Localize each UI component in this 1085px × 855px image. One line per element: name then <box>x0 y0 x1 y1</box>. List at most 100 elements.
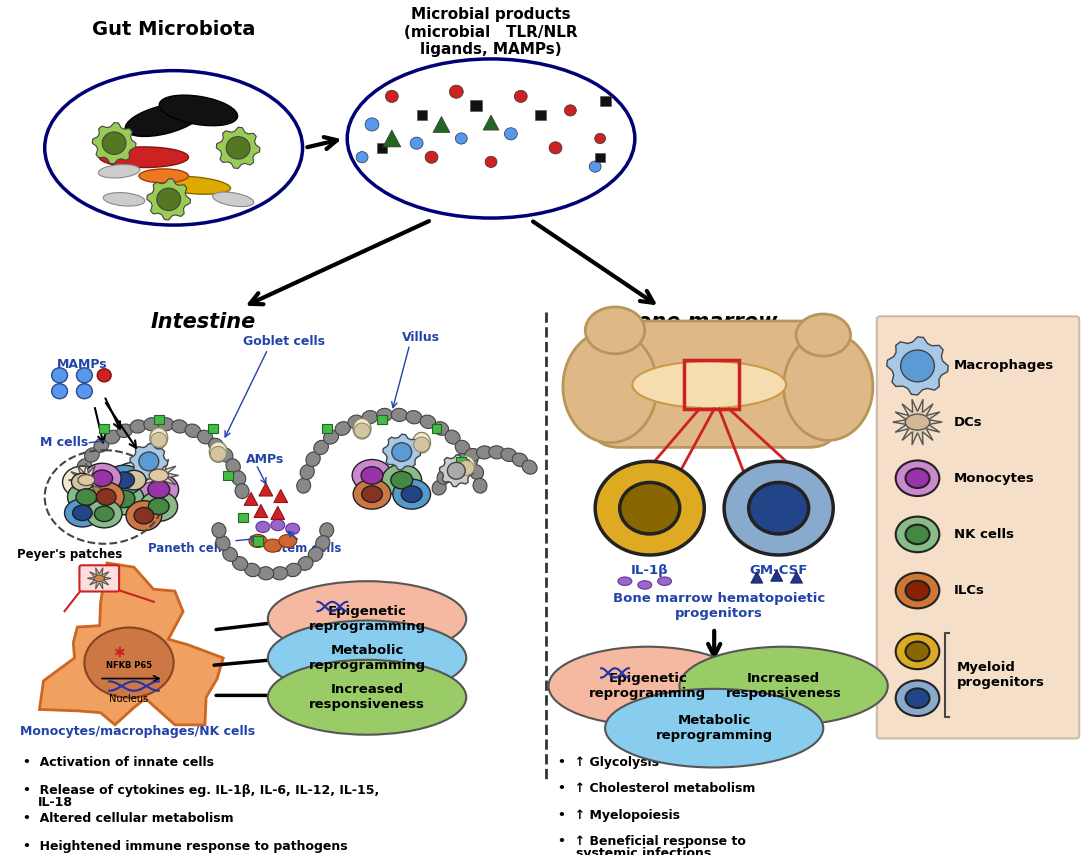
Bar <box>457 457 467 466</box>
Ellipse shape <box>296 478 310 493</box>
Text: •  ↑ Cholesterol metabolism: • ↑ Cholesterol metabolism <box>559 782 756 795</box>
Text: Epigenetic
reprogramming: Epigenetic reprogramming <box>308 604 425 633</box>
Ellipse shape <box>347 59 635 218</box>
Ellipse shape <box>92 470 113 486</box>
FancyBboxPatch shape <box>79 565 119 592</box>
Text: AMPs: AMPs <box>246 453 284 466</box>
Ellipse shape <box>85 628 174 698</box>
Ellipse shape <box>401 486 422 503</box>
Bar <box>596 152 605 162</box>
Circle shape <box>485 156 497 168</box>
Ellipse shape <box>209 442 227 463</box>
Bar <box>99 424 110 433</box>
Polygon shape <box>244 492 258 505</box>
Ellipse shape <box>473 478 487 493</box>
Text: Peyer's patches: Peyer's patches <box>17 547 123 561</box>
Ellipse shape <box>896 573 940 609</box>
Circle shape <box>365 118 379 131</box>
Ellipse shape <box>171 420 188 433</box>
Ellipse shape <box>896 634 940 669</box>
Text: Increased
responsiveness: Increased responsiveness <box>726 672 842 700</box>
Polygon shape <box>139 457 179 494</box>
Ellipse shape <box>620 482 679 534</box>
Circle shape <box>52 384 67 398</box>
Ellipse shape <box>63 466 102 498</box>
Ellipse shape <box>67 482 105 512</box>
Text: Epigenetic
reprogramming: Epigenetic reprogramming <box>589 672 706 700</box>
Ellipse shape <box>361 486 382 503</box>
Ellipse shape <box>445 430 460 444</box>
Circle shape <box>76 368 92 383</box>
Ellipse shape <box>212 522 226 538</box>
Ellipse shape <box>406 410 422 424</box>
FancyBboxPatch shape <box>590 321 839 447</box>
Ellipse shape <box>323 430 339 444</box>
Ellipse shape <box>456 440 470 455</box>
Ellipse shape <box>585 307 644 354</box>
Ellipse shape <box>94 506 114 522</box>
Ellipse shape <box>250 534 267 547</box>
FancyBboxPatch shape <box>877 316 1080 739</box>
Ellipse shape <box>157 418 174 431</box>
Polygon shape <box>751 572 763 583</box>
Text: Intestine: Intestine <box>151 312 256 332</box>
Ellipse shape <box>126 501 162 531</box>
Circle shape <box>210 446 226 462</box>
Ellipse shape <box>94 575 104 581</box>
Polygon shape <box>216 127 260 168</box>
Ellipse shape <box>457 456 475 476</box>
Bar <box>470 100 482 111</box>
Circle shape <box>139 452 158 471</box>
Ellipse shape <box>122 470 146 490</box>
Ellipse shape <box>906 469 930 488</box>
Ellipse shape <box>522 460 537 475</box>
Polygon shape <box>439 455 473 486</box>
Text: NK cells: NK cells <box>954 528 1014 541</box>
Ellipse shape <box>279 534 296 547</box>
Ellipse shape <box>135 508 154 524</box>
Ellipse shape <box>391 471 412 489</box>
Polygon shape <box>68 463 104 497</box>
Ellipse shape <box>216 535 230 551</box>
Text: Paneth cells: Paneth cells <box>149 542 229 555</box>
Bar <box>154 415 164 424</box>
Ellipse shape <box>432 481 446 495</box>
Ellipse shape <box>271 520 284 531</box>
Ellipse shape <box>896 681 940 716</box>
Ellipse shape <box>68 484 82 498</box>
Ellipse shape <box>362 410 378 424</box>
Text: Metabolic
reprogramming: Metabolic reprogramming <box>655 714 773 742</box>
Bar <box>600 96 611 106</box>
Ellipse shape <box>103 192 144 206</box>
Ellipse shape <box>84 463 122 493</box>
Circle shape <box>98 369 111 382</box>
Ellipse shape <box>445 461 459 475</box>
Ellipse shape <box>796 314 851 356</box>
Text: •  Altered cellular metabolism: • Altered cellular metabolism <box>23 812 233 825</box>
Polygon shape <box>39 563 224 725</box>
Circle shape <box>410 137 423 150</box>
Ellipse shape <box>64 498 100 527</box>
Ellipse shape <box>139 169 189 183</box>
Ellipse shape <box>97 489 116 505</box>
Polygon shape <box>92 122 136 164</box>
Bar <box>432 424 442 433</box>
Ellipse shape <box>44 71 303 225</box>
Text: •  ↑ Beneficial response to: • ↑ Beneficial response to <box>559 834 746 848</box>
Ellipse shape <box>382 464 422 496</box>
Ellipse shape <box>72 471 86 486</box>
Ellipse shape <box>906 525 930 544</box>
Ellipse shape <box>235 484 248 498</box>
Polygon shape <box>886 337 948 395</box>
Text: DCs: DCs <box>954 416 983 428</box>
Ellipse shape <box>420 415 436 428</box>
Ellipse shape <box>222 547 238 562</box>
Ellipse shape <box>208 439 224 452</box>
Ellipse shape <box>77 459 91 474</box>
Ellipse shape <box>104 483 144 515</box>
Ellipse shape <box>156 176 230 194</box>
Circle shape <box>449 86 463 98</box>
Circle shape <box>425 151 438 163</box>
Circle shape <box>458 461 474 475</box>
Ellipse shape <box>148 481 169 498</box>
